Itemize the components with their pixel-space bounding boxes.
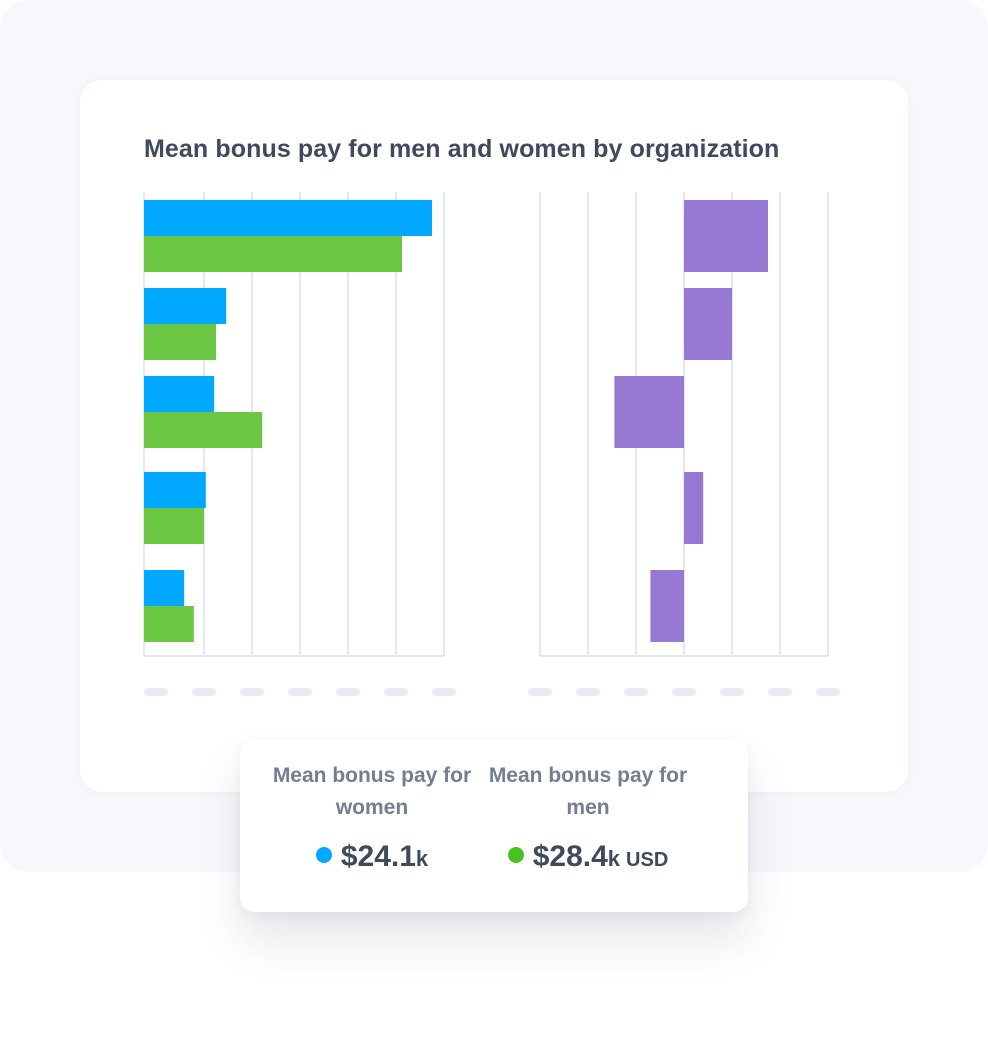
left-axis-placeholder-tick [192, 688, 216, 696]
left-axis-placeholder-tick [336, 688, 360, 696]
right-axis-placeholder-tick [816, 688, 840, 696]
left-axis-placeholder-tick [384, 688, 408, 696]
bar-difference-2 [684, 288, 732, 360]
right-axis-placeholder-tick [528, 688, 552, 696]
right-axis-placeholder-tick [672, 688, 696, 696]
summary-men: Mean bonus pay for men $28.4 k USD [468, 760, 708, 874]
women-value-number: $24.1 [340, 840, 416, 873]
bar-women-1 [144, 200, 432, 236]
summary-women-value: $24.1 k [252, 840, 492, 874]
right-axis-placeholder-tick [720, 688, 744, 696]
bar-men-5 [144, 606, 194, 642]
left-axis-placeholder-tick [240, 688, 264, 696]
bar-difference-5 [650, 570, 684, 642]
chart-title: Mean bonus pay for men and women by orga… [144, 135, 780, 163]
men-legend-dot [507, 847, 524, 863]
women-legend-dot [315, 847, 332, 863]
right-axis-placeholder-tick [624, 688, 648, 696]
bar-men-2 [144, 324, 216, 360]
summary-women-label: Mean bonus pay for women [272, 764, 472, 819]
left-axis-placeholder-tick [288, 688, 312, 696]
bar-difference-3 [614, 376, 684, 448]
chart-card: Mean bonus pay for men and women by orga… [80, 80, 908, 792]
right-axis-placeholder-tick [576, 688, 600, 696]
bar-difference-4 [684, 472, 704, 544]
bar-women-2 [144, 288, 227, 324]
men-value-number: $28.4 [532, 840, 608, 873]
left-axis-placeholder-tick [432, 688, 456, 696]
bar-women-5 [144, 570, 185, 606]
left-axis-placeholder-tick [144, 688, 168, 696]
bar-difference-1 [684, 200, 768, 272]
summary-men-label: Mean bonus pay for men [488, 764, 688, 819]
men-value-currency: USD [626, 849, 669, 871]
bar-men-3 [144, 412, 263, 448]
men-value-unit: k [607, 846, 621, 871]
summary-women: Mean bonus pay for women $24.1 k [252, 760, 492, 874]
chart-area [143, 192, 840, 696]
bar-women-4 [144, 472, 206, 508]
women-value-unit: k [415, 846, 429, 871]
summary-men-value: $28.4 k USD [468, 840, 708, 874]
bar-men-1 [144, 236, 402, 272]
bar-women-3 [144, 376, 215, 412]
bar-men-4 [144, 508, 204, 544]
summary-card: Mean bonus pay for women $24.1 k Mean bo… [240, 740, 748, 912]
right-axis-placeholder-tick [768, 688, 792, 696]
